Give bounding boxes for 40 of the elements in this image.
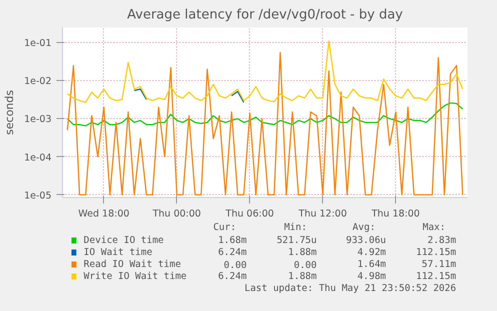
text: Avg:: [352, 222, 376, 233]
text: 112.15m: [416, 247, 456, 258]
y-tick-label: 1e-03: [24, 114, 52, 126]
text: Last update: Thu May 21 23:50:52 2026: [244, 283, 456, 294]
text: Max:: [422, 222, 446, 233]
y-tick-label: 1e-04: [24, 152, 52, 164]
x-tick-label: Thu 12:00: [298, 208, 347, 220]
text: 521.75u: [276, 235, 317, 246]
x-tick-label: Thu 06:00: [224, 208, 274, 220]
text: 933.06u: [346, 235, 386, 246]
chart-title: Average latency for /dev/vg0/root - by day: [127, 8, 404, 22]
x-tick-label: Wed 18:00: [78, 208, 130, 220]
legend-label: Device IO time: [84, 235, 164, 246]
x-tick-label: Thu 18:00: [370, 208, 420, 220]
y-tick-label: 1e-01: [24, 38, 52, 50]
text: 0.00: [224, 260, 247, 271]
y-tick-label: 1e-05: [24, 190, 52, 202]
legend-label: IO Wait time: [84, 247, 153, 258]
legend-label: Read IO Wait time: [84, 259, 182, 270]
text: Min:: [284, 222, 307, 233]
text: 6.24m: [218, 247, 247, 258]
text: 4.92m: [357, 247, 386, 258]
text: 6.24m: [218, 271, 247, 282]
y-axis-title: seconds: [3, 90, 16, 135]
line-series: [66, 102, 464, 126]
x-tick-label: Thu 00:00: [152, 208, 201, 220]
text: 2.83m: [427, 235, 456, 246]
text: 0.00: [294, 260, 318, 271]
text: 112.15m: [416, 271, 456, 282]
line-series: [66, 52, 464, 196]
text: 4.98m: [357, 271, 386, 282]
text: 1.64m: [357, 259, 386, 270]
text: 1.68m: [218, 235, 247, 246]
legend-label: Write IO Wait time: [84, 271, 187, 282]
line-series: [66, 40, 464, 103]
text: 57.11m: [422, 259, 456, 270]
y-tick-label: 1e-02: [24, 76, 52, 88]
text: 1.88m: [288, 247, 318, 258]
text: Cur:: [213, 222, 236, 233]
text: 1.88m: [288, 271, 318, 282]
